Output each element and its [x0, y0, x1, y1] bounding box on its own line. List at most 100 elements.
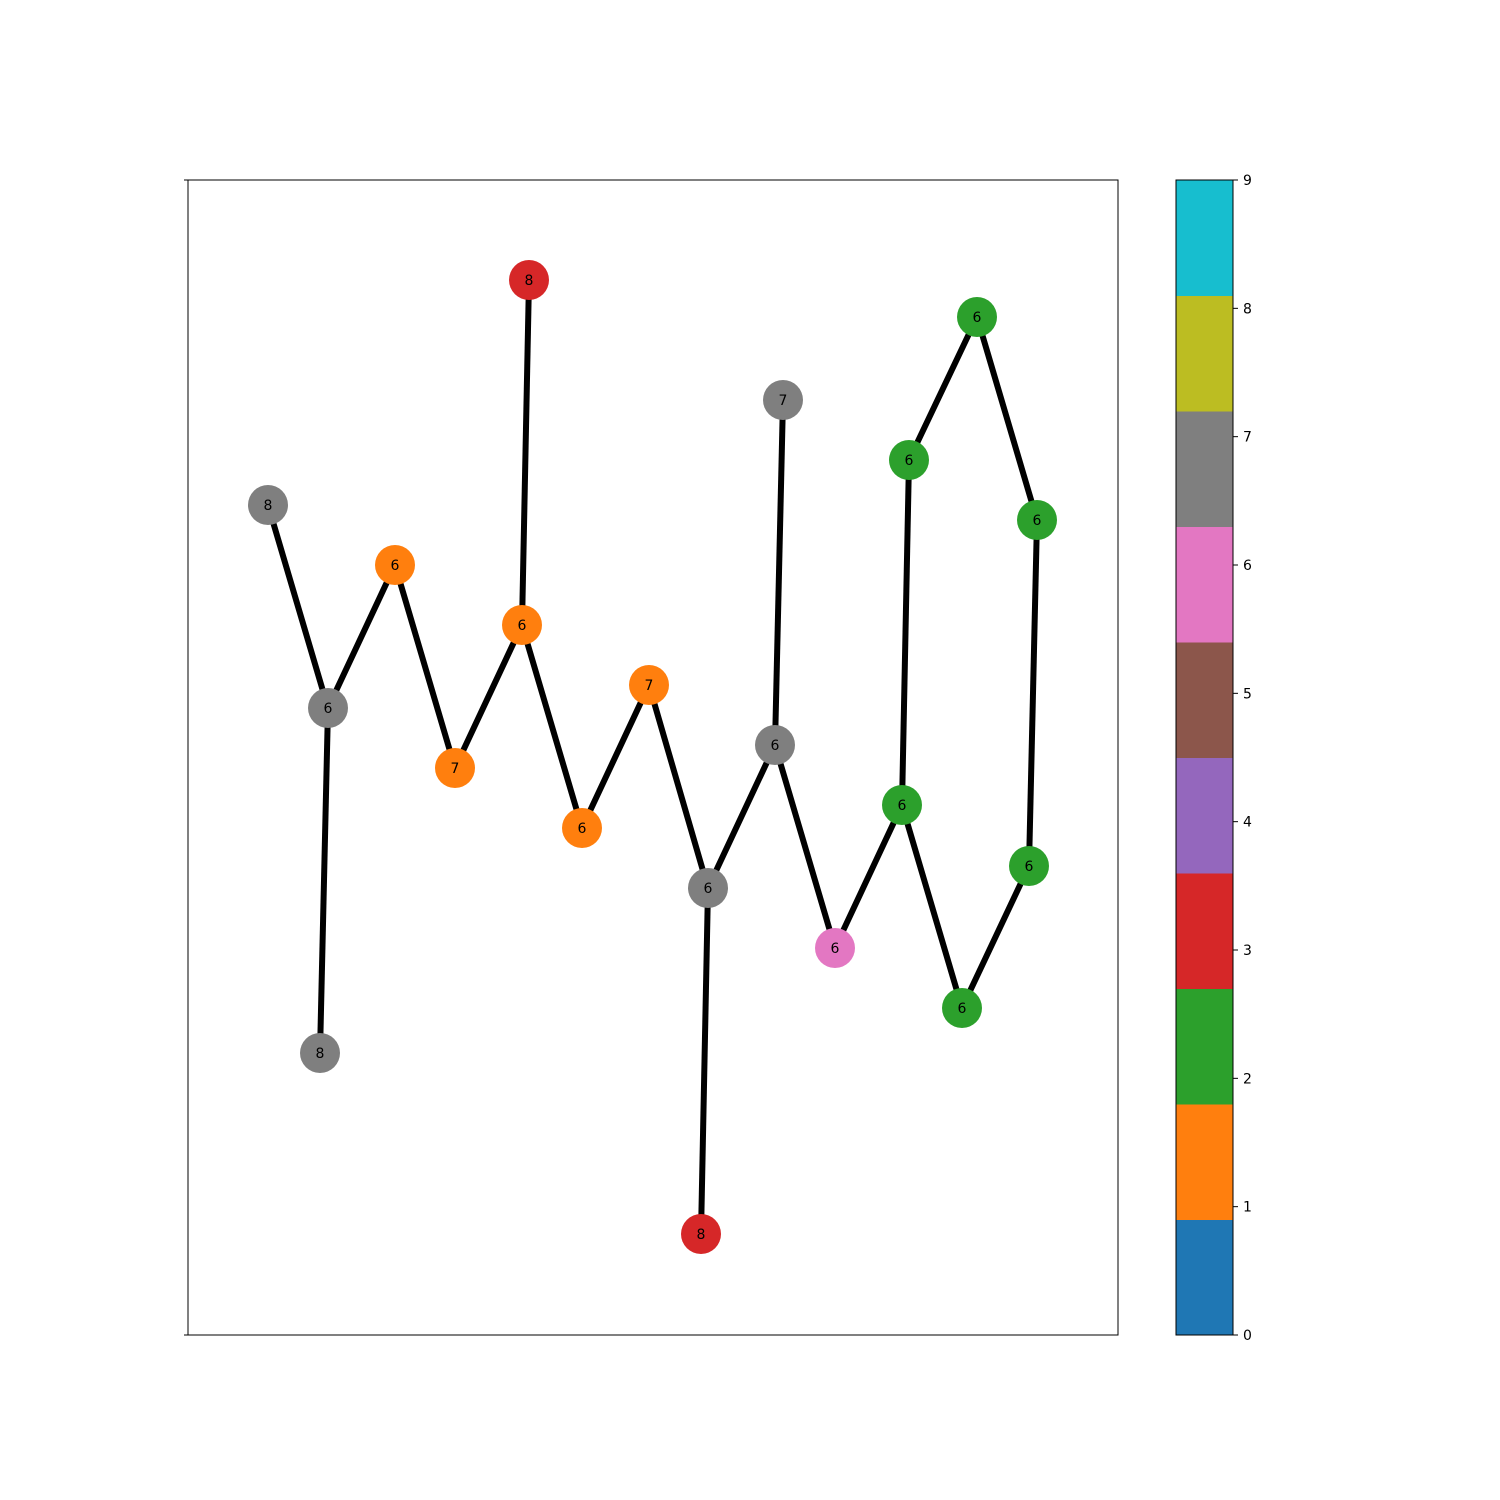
node-circle	[1009, 846, 1049, 886]
colorbar-tick-label: 1	[1243, 1200, 1252, 1216]
node-label: 7	[451, 761, 460, 777]
graph-node: 6	[755, 725, 795, 765]
colorbar-band	[1176, 873, 1233, 989]
graph-node: 7	[435, 748, 475, 788]
node-label: 6	[771, 738, 780, 754]
plot-frame	[187, 179, 1119, 1336]
graph-node: 6	[942, 988, 982, 1028]
colorbar: 0 1 2 3 4 5 6 7 8 9	[1175, 173, 1252, 1344]
node-circle	[889, 440, 929, 480]
graph-node: 6	[502, 605, 542, 645]
node-circle	[300, 1033, 340, 1073]
graph-node: 6	[375, 545, 415, 585]
nodes: 8 6 8 6 7 6 8 6 7 6 8 6 7 6 6 6 6 6 6 6	[248, 260, 1057, 1254]
colorbar-band	[1176, 295, 1233, 412]
edge-n16-n17	[959, 864, 1032, 1010]
colorbar-tick-label: 3	[1243, 943, 1252, 959]
node-label: 6	[578, 821, 587, 837]
colorbar-tick-label: 2	[1243, 1071, 1252, 1087]
node-label: 6	[1025, 859, 1034, 875]
edges	[265, 279, 1040, 1235]
graph-node: 6	[562, 808, 602, 848]
colorbar-tick-label: 5	[1243, 686, 1252, 702]
edge-n2-n4	[325, 563, 398, 710]
edge-n20-n15	[899, 459, 912, 806]
node-label: 8	[525, 273, 534, 289]
node-label: 6	[704, 881, 713, 897]
node-label: 8	[264, 498, 273, 514]
colorbar-tick-label: 9	[1243, 173, 1252, 189]
colorbar-frame	[1175, 179, 1234, 1336]
edge-n18-n19	[974, 316, 1040, 521]
graph-node: 6	[688, 868, 728, 908]
node-circle	[763, 380, 803, 420]
node-circle	[681, 1214, 721, 1254]
node-circle	[1017, 500, 1057, 540]
edge-n17-n18	[1026, 519, 1040, 867]
node-circle	[629, 665, 669, 705]
node-circle	[815, 928, 855, 968]
node-circle	[509, 260, 549, 300]
edge-n1-n2	[265, 504, 331, 709]
colorbar-bands	[1176, 180, 1233, 1336]
colorbar-band	[1176, 1104, 1233, 1220]
graph-node: 6	[1009, 846, 1049, 886]
node-label: 6	[518, 618, 527, 634]
colorbar-band	[1176, 1219, 1233, 1336]
colorbar-band	[1176, 757, 1233, 874]
node-circle	[562, 808, 602, 848]
node-circle	[375, 545, 415, 585]
node-label: 8	[697, 1227, 706, 1243]
node-circle	[882, 785, 922, 825]
edge-n12-n14	[772, 744, 838, 949]
node-label: 7	[779, 393, 788, 409]
graph-node: 6	[882, 785, 922, 825]
edge-n4-n5	[392, 564, 458, 769]
node-circle	[957, 297, 997, 337]
colorbar-band	[1176, 180, 1233, 296]
graph-panel: 8 6 8 6 7 6 8 6 7 6 8 6 7 6 6 6 6 6 6 6	[184, 179, 1119, 1336]
edge-n12-n13	[772, 399, 786, 746]
graph-node: 6	[308, 688, 348, 728]
edge-n9-n10	[646, 684, 711, 889]
colorbar-band	[1176, 411, 1233, 527]
edge-n5-n6	[452, 623, 525, 770]
graph-node: 8	[248, 485, 288, 525]
edge-n6-n7	[519, 279, 532, 626]
edge-n2-n3	[317, 707, 331, 1054]
graph-node: 7	[629, 665, 669, 705]
node-label: 6	[1033, 513, 1042, 529]
graph-node: 7	[763, 380, 803, 420]
colorbar-ticks: 0 1 2 3 4 5 6 7 8 9	[1233, 173, 1252, 1344]
graph-node: 6	[815, 928, 855, 968]
node-circle	[688, 868, 728, 908]
node-label: 6	[958, 1001, 967, 1017]
node-label: 7	[645, 678, 654, 694]
graph-node: 8	[300, 1033, 340, 1073]
node-circle	[308, 688, 348, 728]
node-circle	[248, 485, 288, 525]
colorbar-tick-label: 8	[1243, 301, 1252, 317]
node-label: 6	[831, 941, 840, 957]
node-circle	[942, 988, 982, 1028]
node-label: 6	[391, 558, 400, 574]
graph-node: 8	[509, 260, 549, 300]
edge-n15-n16	[899, 804, 965, 1009]
colorbar-band	[1176, 988, 1233, 1105]
edge-n8-n9	[579, 683, 652, 830]
graph-node: 8	[681, 1214, 721, 1254]
edge-n19-n20	[906, 315, 980, 462]
colorbar-band	[1176, 642, 1233, 758]
graph-node: 6	[1017, 500, 1057, 540]
node-label: 8	[316, 1046, 325, 1062]
node-circle	[755, 725, 795, 765]
graph-node: 6	[957, 297, 997, 337]
colorbar-tick-label: 7	[1243, 430, 1252, 446]
colorbar-tick-label: 0	[1243, 1328, 1252, 1344]
node-circle	[435, 748, 475, 788]
graph-node: 6	[889, 440, 929, 480]
node-label: 6	[973, 310, 982, 326]
edge-n10-n12	[705, 743, 778, 890]
edge-n14-n15	[832, 803, 905, 950]
